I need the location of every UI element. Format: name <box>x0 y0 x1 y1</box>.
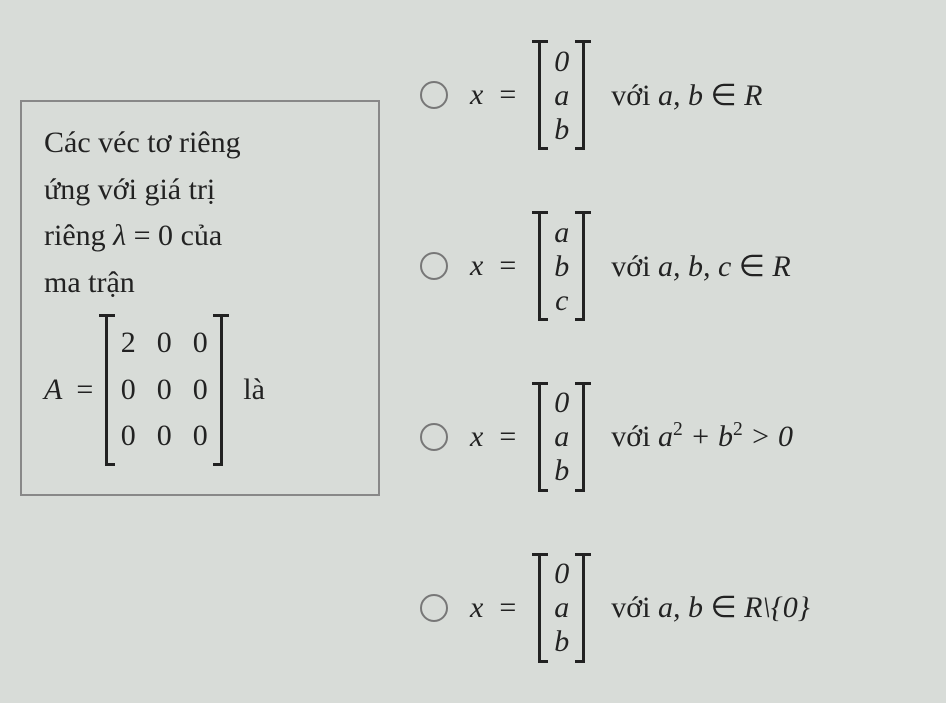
table-row: 200 <box>119 320 209 367</box>
x-var: x <box>470 78 483 112</box>
question-line-1: Các véc tơ riêng <box>44 120 356 167</box>
options-column: x = 0ab với a, b ∈ R x = abc <box>390 0 946 703</box>
equals-sign: = <box>76 367 93 414</box>
question-column: Các véc tơ riêng ứng với giá trị riêng λ… <box>0 0 390 703</box>
table-row: 000 <box>119 367 209 414</box>
table-row: 000 <box>119 413 209 460</box>
question-line-4: ma trận <box>44 260 356 307</box>
lambda-symbol: λ <box>113 219 126 252</box>
option-4[interactable]: x = 0ab với a, b ∈ R\{0} <box>420 543 936 673</box>
x-var: x <box>470 591 483 625</box>
radio-icon[interactable] <box>420 252 448 280</box>
condition: với a, b, c ∈ R <box>611 249 791 284</box>
matrix-row: A = 200 000 000 là <box>44 314 356 466</box>
option-3[interactable]: x = 0ab với a2 + b2 > 0 <box>420 372 936 502</box>
question-line-3: riêng λ = 0 của <box>44 213 356 260</box>
condition: với a, b ∈ R <box>611 78 762 113</box>
vector-bracket: 0ab <box>532 382 591 492</box>
condition: với a2 + b2 > 0 <box>611 419 793 454</box>
vector-bracket: abc <box>532 211 591 321</box>
x-var: x <box>470 420 483 454</box>
radio-icon[interactable] <box>420 81 448 109</box>
option-2[interactable]: x = abc với a, b, c ∈ R <box>420 201 936 331</box>
matrix-name: A <box>44 367 62 414</box>
quiz-container: Các véc tơ riêng ứng với giá trị riêng λ… <box>0 0 946 703</box>
vector-bracket: 0ab <box>532 40 591 150</box>
radio-icon[interactable] <box>420 423 448 451</box>
x-var: x <box>470 249 483 283</box>
matrix-body: 200 000 000 <box>111 314 217 466</box>
matrix-bracket: 200 000 000 <box>99 314 229 466</box>
question-box: Các véc tơ riêng ứng với giá trị riêng λ… <box>20 100 380 496</box>
condition: với a, b ∈ R\{0} <box>611 590 810 625</box>
option-1[interactable]: x = 0ab với a, b ∈ R <box>420 30 936 160</box>
radio-icon[interactable] <box>420 594 448 622</box>
vector-bracket: 0ab <box>532 553 591 663</box>
question-line-2: ứng với giá trị <box>44 167 356 214</box>
la-text: là <box>243 367 265 414</box>
